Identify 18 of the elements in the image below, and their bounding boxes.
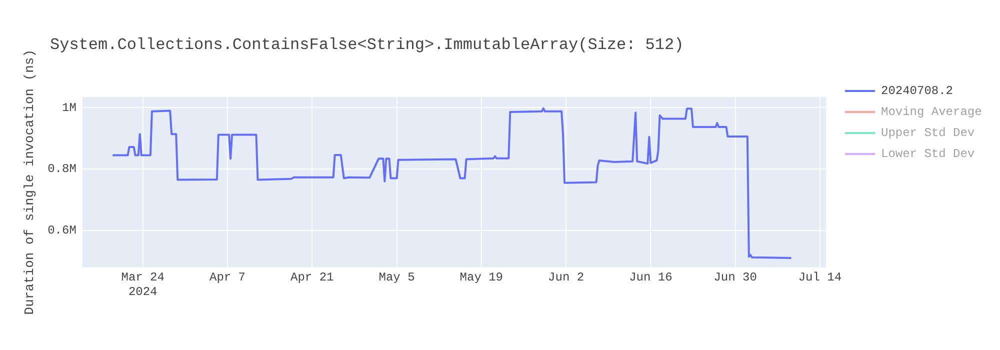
legend-label: Moving Average: [881, 104, 982, 118]
legend-label: Upper Std Dev: [881, 126, 975, 140]
x-tick-label: May 5: [378, 270, 415, 285]
x-tick-label: Jun 16: [629, 270, 672, 285]
y-tick-label: 0.8M: [48, 162, 76, 176]
x-tick-label: Jun 30: [714, 270, 757, 285]
y-axis-title: Duration of single invocation (ns): [22, 49, 38, 315]
x-tick-label: Apr 21: [290, 270, 334, 285]
chart-title: System.Collections.ContainsFalse<String>.ImmutableArray(Size: 512): [50, 36, 684, 54]
x-tick-label: Mar 24 2024: [121, 270, 164, 299]
x-tick-label: Jul 14: [798, 270, 842, 285]
legend-label: Lower Std Dev: [881, 146, 975, 160]
y-tick-label: 0.6M: [48, 224, 76, 238]
x-tick-label: Apr 7: [209, 270, 246, 285]
x-tick-label: Jun 2: [548, 270, 584, 285]
y-tick-label: 1M: [62, 100, 76, 115]
x-tick-label: May 19: [460, 270, 504, 285]
legend-label: 20240708.2: [881, 84, 954, 98]
